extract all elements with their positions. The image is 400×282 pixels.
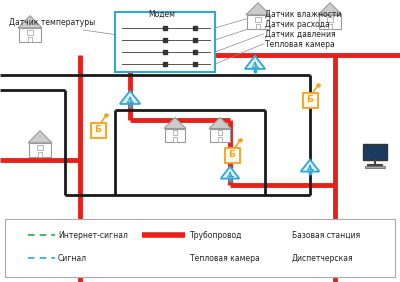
Bar: [255, 17, 261, 21]
Text: Датчик давления: Датчик давления: [265, 30, 336, 39]
Polygon shape: [18, 16, 42, 28]
Text: Б: Б: [306, 95, 314, 104]
Text: Б: Б: [94, 125, 102, 134]
Bar: [19, 28, 41, 42]
Text: Сигнал: Сигнал: [58, 254, 87, 263]
Text: Датчик влажности: Датчик влажности: [265, 10, 341, 19]
Bar: [173, 130, 178, 135]
Bar: [224, 147, 240, 162]
Polygon shape: [301, 160, 319, 172]
Text: Датчик расхода: Датчик расхода: [265, 20, 330, 29]
Polygon shape: [154, 252, 170, 261]
Bar: [218, 137, 222, 142]
Bar: [5, 219, 395, 277]
Bar: [273, 251, 290, 262]
Bar: [28, 37, 32, 42]
Polygon shape: [245, 56, 265, 69]
Polygon shape: [28, 131, 52, 143]
Text: Интернет-сигнал: Интернет-сигнал: [58, 231, 128, 240]
Bar: [210, 129, 230, 142]
Bar: [365, 166, 385, 168]
Bar: [363, 144, 387, 160]
Bar: [274, 266, 288, 267]
Bar: [37, 145, 43, 149]
Text: Модем: Модем: [148, 10, 176, 19]
Bar: [327, 17, 333, 21]
Bar: [218, 130, 222, 135]
Bar: [165, 129, 185, 142]
Text: Трубопровод: Трубопровод: [190, 231, 242, 240]
Polygon shape: [246, 3, 270, 15]
Bar: [90, 122, 106, 138]
Bar: [173, 137, 177, 142]
Text: Диспетчерская: Диспетчерская: [292, 254, 354, 263]
Text: Б: Б: [278, 230, 286, 239]
Polygon shape: [209, 118, 231, 129]
Text: Базовая станция: Базовая станция: [292, 231, 360, 240]
Polygon shape: [120, 91, 140, 104]
Polygon shape: [221, 167, 239, 179]
Bar: [38, 152, 42, 157]
Bar: [319, 15, 341, 29]
Text: Тепловая камера: Тепловая камера: [190, 254, 260, 263]
Polygon shape: [164, 118, 186, 129]
Text: Датчик температуры: Датчик температуры: [9, 18, 95, 27]
Bar: [29, 143, 51, 157]
Polygon shape: [318, 3, 342, 15]
Text: Б: Б: [228, 150, 236, 159]
Bar: [27, 30, 33, 35]
Bar: [276, 229, 288, 242]
Bar: [115, 12, 215, 72]
Bar: [328, 24, 332, 29]
Text: Тепловая камера: Тепловая камера: [265, 40, 335, 49]
Bar: [247, 15, 269, 29]
Bar: [302, 92, 318, 107]
Bar: [256, 24, 260, 29]
